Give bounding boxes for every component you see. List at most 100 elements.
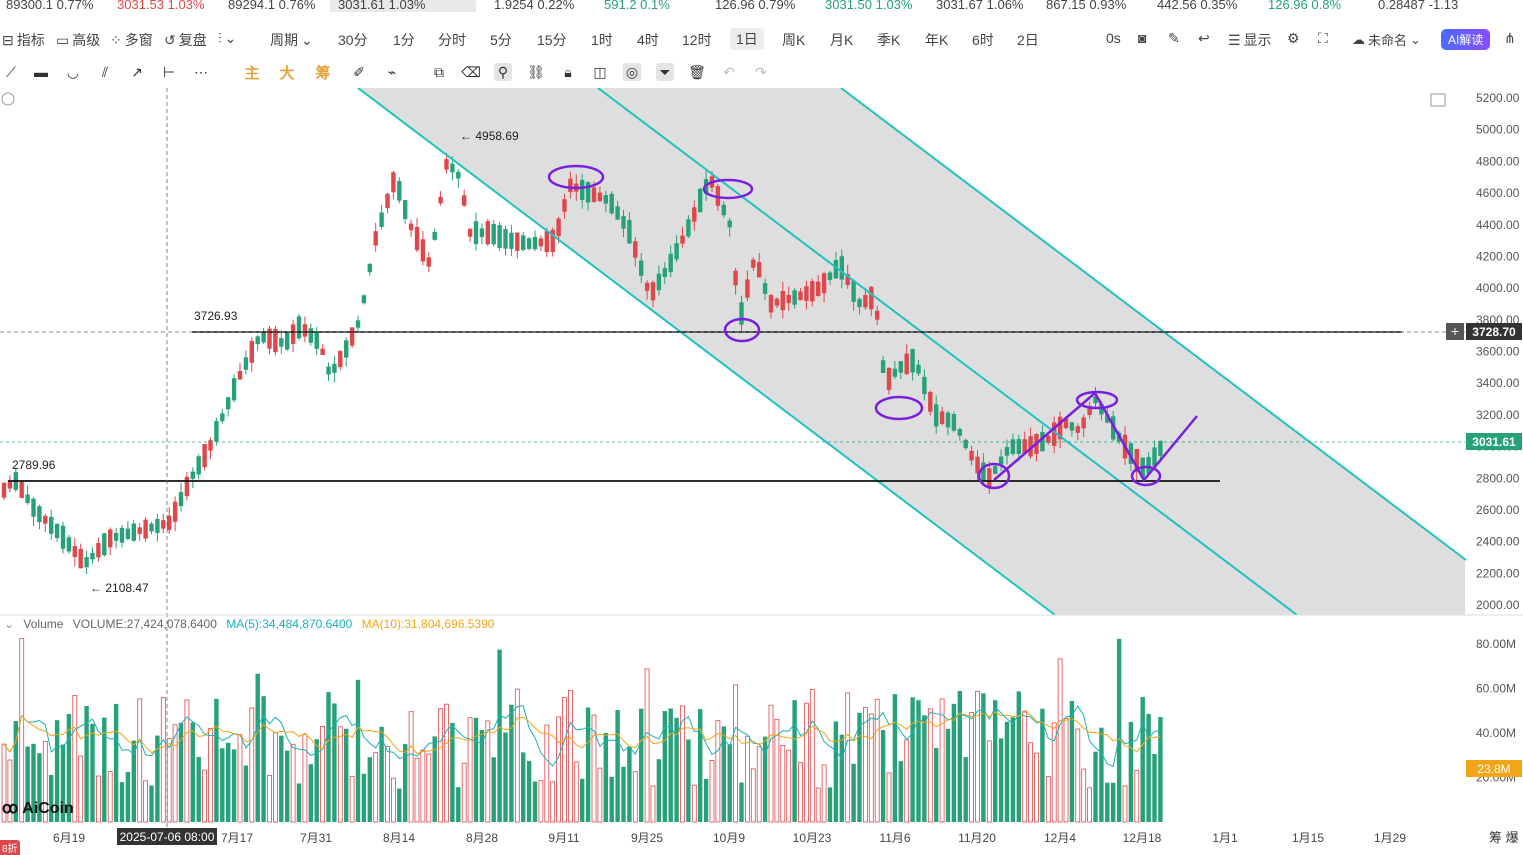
- camera-icon[interactable]: ◙: [1138, 30, 1147, 46]
- lock-icon[interactable]: 🔒︎: [564, 63, 572, 80]
- interval-week[interactable]: 周K: [782, 32, 806, 48]
- link-icon[interactable]: ⛓: [527, 63, 545, 80]
- filter-icon[interactable]: ⏷: [656, 63, 674, 81]
- candle-body: [922, 376, 927, 395]
- ray-icon[interactable]: ↗: [131, 63, 143, 80]
- indicators-button[interactable]: ⊟ 指标: [2, 31, 45, 49]
- layout-dropdown[interactable]: ☁ 未命名 ⌄: [1352, 31, 1421, 49]
- volume-bar: [780, 745, 786, 823]
- ticker-item[interactable]: 867.15 0.93%: [1046, 0, 1127, 12]
- volume-bar: [31, 743, 36, 822]
- pen-icon[interactable]: ✎: [1168, 30, 1180, 46]
- ticker-item[interactable]: 89300.1 0.77%: [6, 0, 94, 12]
- eraser-icon[interactable]: ⌫: [461, 63, 481, 80]
- discount-badge[interactable]: 8折: [0, 840, 20, 855]
- big-order-toggle[interactable]: 大: [279, 64, 295, 82]
- ticker-item[interactable]: 0.28487 -1.13: [1378, 0, 1459, 12]
- interval-15m[interactable]: 15分: [537, 32, 567, 48]
- crosshair-date-tag: [117, 828, 217, 845]
- ai-interpret-button[interactable]: AI解读: [1441, 29, 1491, 50]
- fib-icon[interactable]: ⫽: [101, 63, 109, 80]
- ticker-item[interactable]: 442.56 0.35%: [1157, 0, 1238, 12]
- interval-1m[interactable]: 1分: [393, 32, 415, 48]
- ticker-item[interactable]: 3031.67 1.06%: [936, 0, 1024, 12]
- chips-toggle[interactable]: 筹: [315, 64, 331, 82]
- candle-body: [243, 357, 249, 370]
- trendline-icon[interactable]: ⟋: [6, 63, 16, 80]
- ticker-item[interactable]: 126.96 0.8%: [1268, 0, 1342, 12]
- collapse-icon[interactable]: [1, 92, 15, 106]
- share-icon[interactable]: ⋔: [1504, 30, 1516, 46]
- chart-type-dropdown[interactable]: ⫶ ⌄: [218, 30, 236, 47]
- visibility-icon[interactable]: ◫: [593, 63, 607, 80]
- settings-icon[interactable]: ⚙: [1287, 30, 1300, 46]
- candle-body: [692, 207, 697, 222]
- magnet-icon[interactable]: ⚲: [494, 63, 512, 81]
- brush-icon[interactable]: ⌁: [387, 63, 397, 80]
- candle-body: [479, 228, 485, 237]
- volume-bar: [172, 724, 178, 823]
- trash-icon[interactable]: 🗑︎: [688, 63, 706, 80]
- interval-30m[interactable]: 30分: [338, 32, 368, 48]
- copy-icon[interactable]: ⧉: [434, 63, 444, 80]
- interval-month[interactable]: 月K: [830, 32, 854, 48]
- interval-6h[interactable]: 6时: [972, 32, 994, 48]
- advanced-button[interactable]: ▭ 高级: [56, 31, 101, 49]
- interval-quarter[interactable]: 季K: [877, 32, 901, 48]
- edit-icon[interactable]: ✐: [353, 63, 365, 80]
- interval-1h[interactable]: 1时: [591, 32, 613, 48]
- ticker-item[interactable]: 126.96 0.79%: [715, 0, 796, 12]
- candle-body: [916, 364, 921, 374]
- candle-body: [314, 332, 319, 349]
- candle-body: [538, 238, 544, 247]
- volume-bar: [880, 730, 886, 822]
- layers-icon[interactable]: ◎: [623, 63, 641, 81]
- candle-body: [721, 204, 726, 216]
- interval-timeline[interactable]: 分时: [438, 32, 466, 48]
- add-alert-button[interactable]: [1446, 323, 1464, 340]
- interval-4h[interactable]: 4时: [637, 32, 659, 48]
- undo-icon[interactable]: ↩: [1198, 30, 1210, 46]
- interval-2d[interactable]: 2日: [1017, 32, 1039, 48]
- candle-body: [267, 328, 272, 349]
- ruler-icon[interactable]: ▬: [34, 64, 48, 80]
- more-icon[interactable]: ⋯: [194, 63, 208, 80]
- volume-bar: [66, 713, 72, 822]
- volume-bar: [910, 697, 915, 822]
- volume-bar: [1087, 787, 1092, 823]
- ticker-item[interactable]: 591.2 0.1%: [604, 0, 670, 12]
- restore-button[interactable]: ↺ 复盘: [164, 31, 207, 49]
- ticker-item[interactable]: 1.9254 0.22%: [494, 0, 575, 12]
- fullscreen-icon[interactable]: ⛶: [1318, 30, 1328, 46]
- display-button[interactable]: ☰ 显示: [1228, 31, 1272, 49]
- expand-icon[interactable]: [1430, 93, 1446, 107]
- date-tick-label: 12月18: [1123, 831, 1162, 845]
- hline-icon[interactable]: ⊢: [162, 63, 176, 80]
- ticker-item[interactable]: 3031.50 1.03%: [825, 0, 913, 12]
- volume-bar: [125, 772, 131, 822]
- candle-body: [184, 476, 190, 497]
- interval-5m[interactable]: 5分: [490, 32, 512, 48]
- undo-draw-icon[interactable]: ↶: [723, 63, 735, 80]
- candle-body: [686, 219, 691, 237]
- candle-body: [886, 367, 892, 391]
- candle-body: [857, 298, 862, 308]
- crosshair-price-text: 3728.70: [1472, 325, 1516, 339]
- interval-1d[interactable]: 1日: [730, 28, 764, 50]
- redo-draw-icon[interactable]: ↷: [755, 63, 767, 80]
- price-tick-label: 4400.00: [1476, 218, 1520, 232]
- multi-window-button[interactable]: ⁘ 多窗: [110, 31, 153, 49]
- ticker-item-selected[interactable]: 3031.61 1.03%: [330, 0, 476, 12]
- period-dropdown[interactable]: 周期 ⌄: [270, 31, 313, 49]
- volume-bar: [609, 776, 614, 822]
- price-chart[interactable]: 5200.00 5000.00 4800.00 4600.00 4400.00 4200.…: [0, 88, 1523, 852]
- main-chart-toggle[interactable]: 主: [244, 64, 260, 82]
- interval-12h[interactable]: 12时: [682, 32, 712, 48]
- collapse-volume-icon[interactable]: ⌄: [4, 617, 15, 631]
- bottom-right-tools[interactable]: 筹 爆: [1489, 830, 1519, 845]
- arc-icon[interactable]: ◡: [66, 63, 80, 80]
- ticker-item[interactable]: 89294.1 0.76%: [228, 0, 316, 12]
- ticker-item[interactable]: 3031.53 1.03%: [117, 0, 205, 12]
- interval-year[interactable]: 年K: [925, 32, 949, 48]
- indicator-icon: ⊟: [2, 31, 14, 48]
